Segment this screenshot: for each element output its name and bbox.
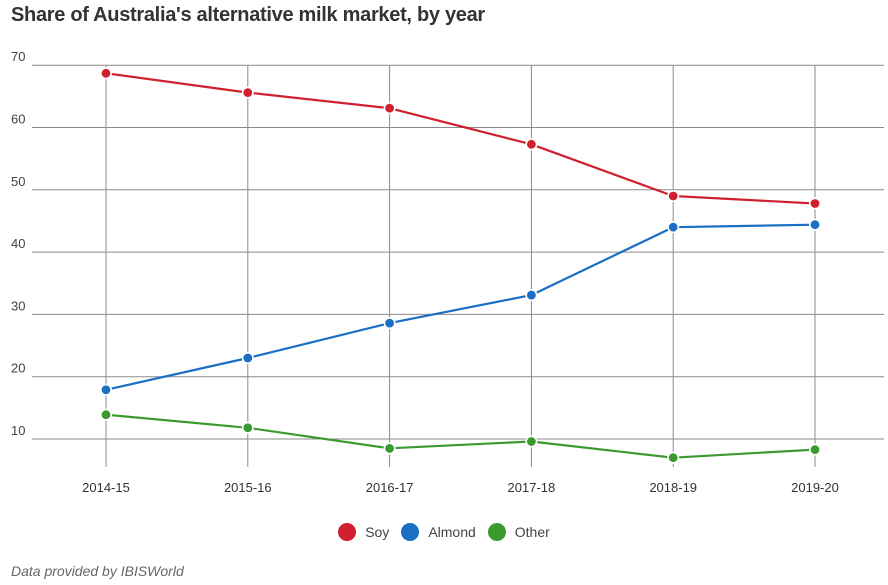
legend-item-other: Other xyxy=(487,523,550,541)
data-point-other xyxy=(383,442,396,455)
legend-item-soy: Soy xyxy=(338,523,389,541)
data-point-other xyxy=(241,421,254,434)
x-axis-ticks: 2014-15 2015-16 2016-17 2017-18 2018-19 2019-… xyxy=(82,480,839,495)
data-point-soy xyxy=(808,197,821,210)
data-point-soy xyxy=(100,67,113,80)
data-point-almond xyxy=(383,317,396,330)
series-lines xyxy=(105,72,816,459)
data-point-soy xyxy=(383,102,396,115)
x-tick-label: 2014-15 xyxy=(82,480,130,495)
data-point-almond xyxy=(525,289,538,302)
legend-swatch xyxy=(338,523,357,541)
legend-swatch xyxy=(401,523,420,541)
y-tick-label: 40 xyxy=(11,236,25,251)
data-point-soy xyxy=(241,86,254,99)
y-tick-label: 10 xyxy=(11,423,25,438)
y-axis-ticks: 10 20 30 40 50 60 70 xyxy=(11,49,25,438)
series-line-other xyxy=(105,413,816,459)
data-point-almond xyxy=(241,352,254,365)
y-tick-label: 20 xyxy=(11,361,25,376)
y-tick-label: 30 xyxy=(11,298,25,313)
data-point-almond xyxy=(100,383,113,396)
legend-label: Other xyxy=(514,524,550,540)
x-tick-label: 2018-19 xyxy=(649,480,697,495)
data-point-soy xyxy=(667,190,680,203)
series-line-almond xyxy=(105,223,816,391)
data-point-other xyxy=(667,451,680,464)
chart-legend: Soy Almond Other xyxy=(0,521,888,543)
y-tick-label: 50 xyxy=(11,174,25,189)
y-tick-label: 70 xyxy=(11,49,25,64)
x-tick-label: 2016-17 xyxy=(366,480,414,495)
data-point-other xyxy=(525,435,538,448)
y-tick-label: 60 xyxy=(11,112,25,127)
legend-label: Almond xyxy=(428,524,476,540)
data-point-other xyxy=(808,443,821,456)
source-note: Data provided by IBISWorld xyxy=(11,563,184,579)
series-line-soy xyxy=(105,72,816,205)
legend-label: Soy xyxy=(365,524,390,540)
chart-title: Share of Australia's alternative milk ma… xyxy=(11,4,485,26)
legend-swatch xyxy=(487,523,506,541)
series-points xyxy=(100,67,821,464)
x-tick-label: 2019-20 xyxy=(791,480,839,495)
x-tick-label: 2015-16 xyxy=(224,480,272,495)
data-point-almond xyxy=(667,221,680,234)
line-chart: 10 20 30 40 50 60 70 2014-15 2015-16 2016-17 2017… xyxy=(11,49,884,495)
chart-grid xyxy=(32,64,884,467)
data-point-soy xyxy=(525,138,538,151)
x-tick-label: 2017-18 xyxy=(508,480,556,495)
legend-item-almond: Almond xyxy=(401,523,476,541)
data-point-other xyxy=(100,408,113,421)
data-point-almond xyxy=(808,218,821,231)
